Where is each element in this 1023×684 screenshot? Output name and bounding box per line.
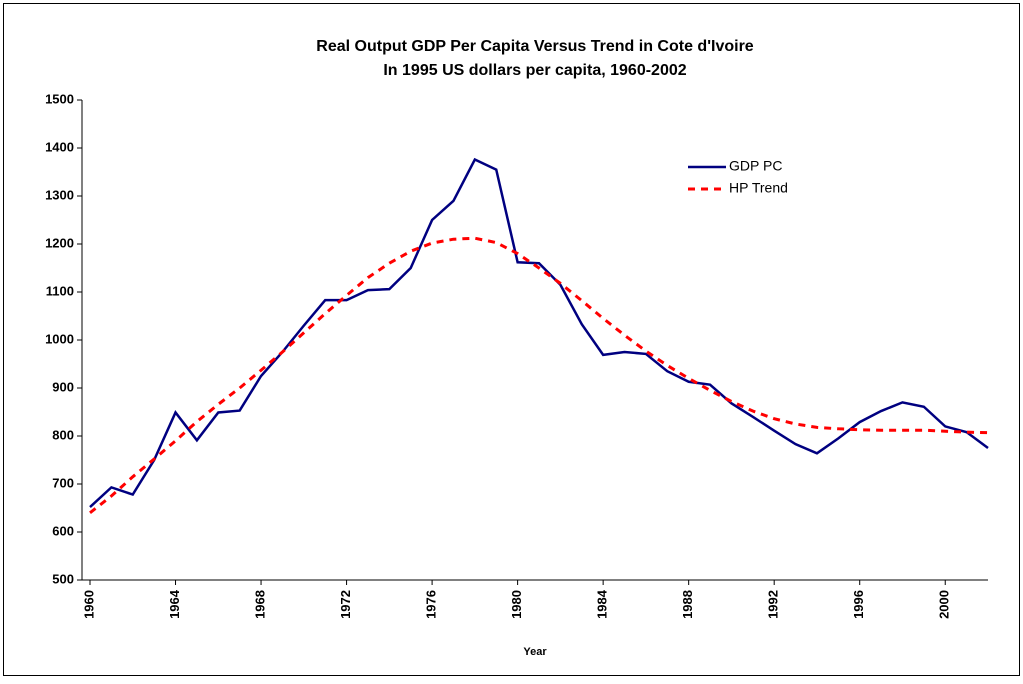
y-tick-label: 500 — [52, 571, 74, 586]
y-tick-label: 1000 — [45, 331, 74, 346]
series-line — [89, 236, 989, 514]
x-tick-label: 1992 — [766, 590, 781, 619]
y-tick-label: 800 — [52, 427, 74, 442]
y-tick-label: 700 — [52, 475, 74, 490]
y-tick-label: 1500 — [45, 91, 74, 106]
chart-border — [3, 3, 1020, 676]
y-tick-label: 900 — [52, 379, 74, 394]
x-tick-label: 1960 — [81, 590, 96, 619]
y-tick-label: 1200 — [45, 235, 74, 250]
y-tick-label: 1300 — [45, 187, 74, 202]
x-tick-label: 1972 — [338, 590, 353, 619]
y-tick-label: 1100 — [46, 283, 74, 298]
x-tick-label: 1968 — [252, 590, 267, 619]
legend-label: HP Trend — [729, 180, 788, 196]
x-tick-label: 1964 — [167, 589, 182, 619]
series-line — [89, 157, 989, 508]
legend-label: GDP PC — [729, 158, 782, 174]
x-tick-label: 1976 — [424, 590, 439, 619]
chart-title: Real Output GDP Per Capita Versus Trend … — [316, 38, 753, 55]
x-tick-label: 1980 — [509, 590, 524, 619]
x-axis-label: Year — [523, 646, 547, 658]
x-tick-label: 1988 — [680, 590, 695, 619]
y-tick-label: 1400 — [45, 139, 74, 154]
y-tick-label: 600 — [52, 523, 74, 538]
x-tick-label: 1984 — [595, 589, 610, 619]
x-tick-label: 2000 — [937, 590, 952, 619]
x-tick-label: 1996 — [851, 590, 866, 619]
chart-subtitle: In 1995 US dollars per capita, 1960-2002 — [383, 62, 686, 79]
